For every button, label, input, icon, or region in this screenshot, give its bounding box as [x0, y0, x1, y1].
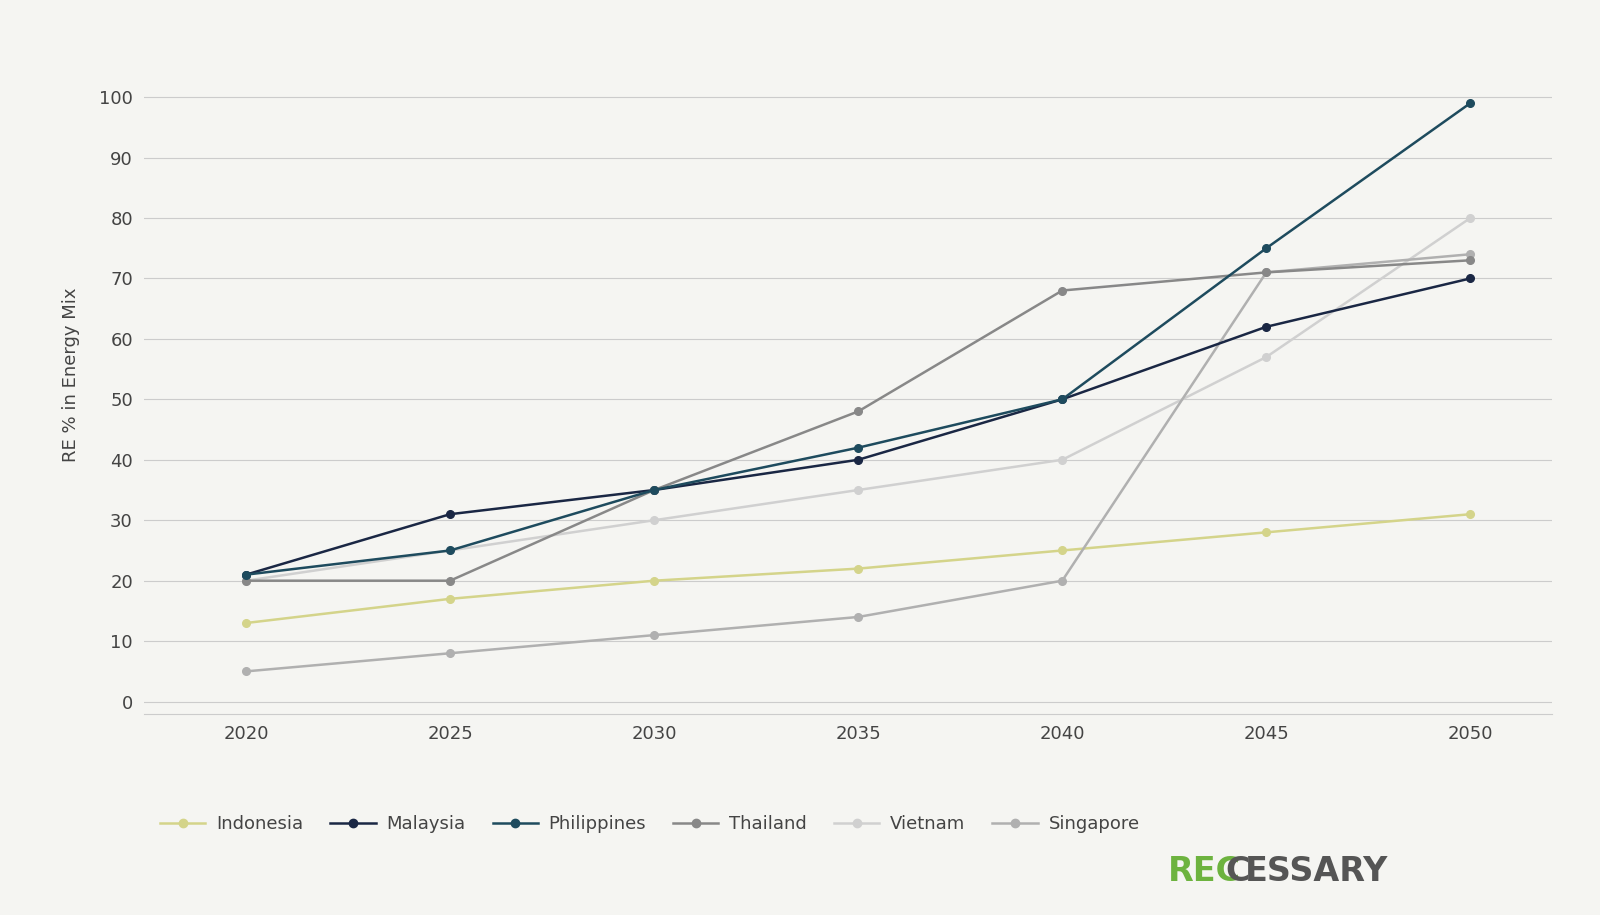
Text: C: C — [1226, 855, 1250, 888]
Legend: Indonesia, Malaysia, Philippines, Thailand, Vietnam, Singapore: Indonesia, Malaysia, Philippines, Thaila… — [154, 808, 1147, 840]
Y-axis label: RE % in Energy Mix: RE % in Energy Mix — [61, 288, 80, 462]
Text: REC: REC — [1168, 855, 1242, 888]
Text: ESSARY: ESSARY — [1245, 855, 1389, 888]
